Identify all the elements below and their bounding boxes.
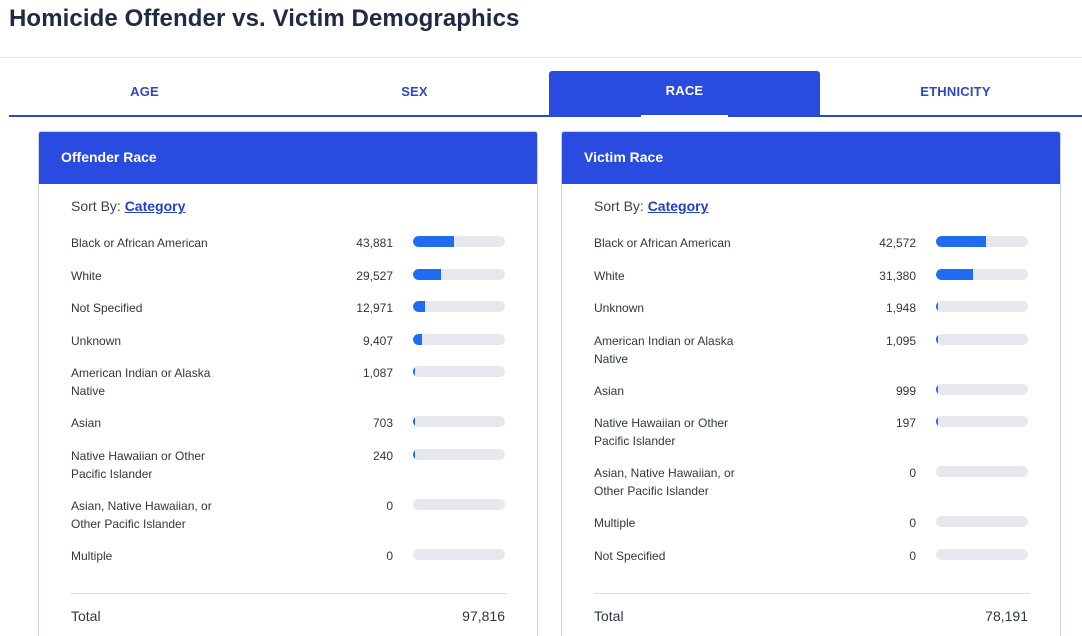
sort-label: Sort By:: [71, 198, 121, 214]
category-label: White: [71, 268, 102, 283]
share-bar-fill: [413, 333, 422, 345]
category-label: Asian, Native Hawaiian, or Other Pacific…: [71, 498, 212, 531]
total-divider: [594, 593, 1030, 594]
tab-race[interactable]: RACE: [549, 71, 820, 115]
category-label: Multiple: [594, 516, 636, 530]
share-bar: [936, 516, 1028, 527]
category-label: Asian: [71, 416, 102, 430]
category-label: Multiple: [71, 548, 113, 563]
share-bar-fill: [936, 333, 938, 345]
category-label: American Indian or Alaska Native: [594, 333, 734, 366]
category-label: Asian, Native Hawaiian, or Other Pacific…: [594, 466, 735, 498]
category-count: 0: [909, 548, 916, 563]
total-divider: [71, 593, 507, 594]
total-label: Total: [71, 608, 101, 624]
share-bar: [413, 268, 505, 280]
category-count: 1,948: [885, 301, 916, 315]
category-count: 999: [895, 383, 916, 398]
category-count: 42,572: [879, 236, 916, 250]
category-count: 0: [909, 516, 916, 530]
tab-ethnicity[interactable]: ETHNICITY: [920, 84, 991, 99]
category-label: Unknown: [594, 301, 645, 315]
tab-age[interactable]: AGE: [130, 84, 159, 99]
share-bar-fill: [413, 366, 415, 377]
share-bar: [936, 416, 1028, 427]
share-bar-fill: [936, 301, 938, 312]
category-label: Asian: [594, 383, 625, 398]
share-bar: [936, 333, 1028, 345]
share-bar: [936, 301, 1028, 312]
category-label: Native Hawaiian or Other Pacific Islande…: [594, 416, 729, 448]
active-tab-indicator: [641, 115, 728, 117]
category-label: White: [594, 268, 625, 283]
share-bar: [413, 448, 505, 460]
category-count: 12,971: [356, 301, 393, 315]
tab-underline: [9, 115, 1082, 117]
tab-sex[interactable]: SEX: [401, 84, 428, 99]
share-bar: [936, 268, 1028, 280]
category-count: 0: [909, 466, 916, 480]
category-count: 197: [895, 416, 916, 430]
category-count: 1,095: [885, 333, 916, 348]
tab-bar: AGE SEX RACE ETHNICITY: [9, 71, 1082, 117]
category-count: 240: [372, 448, 393, 463]
share-bar: [413, 366, 505, 377]
sort-category-link[interactable]: Category: [124, 198, 186, 214]
sort-label: Sort By:: [594, 198, 644, 214]
share-bar-fill: [413, 301, 425, 312]
share-bar: [413, 236, 505, 247]
victim-race-card: Victim Race Sort By: Category Black or A…: [561, 131, 1061, 636]
sort-control: Sort By: Category: [594, 198, 708, 214]
share-bar: [936, 236, 1028, 247]
card-title: Victim Race: [562, 132, 1060, 184]
page-title: Homicide Offender vs. Victim Demographic…: [9, 5, 520, 32]
offender-race-card: Offender Race Sort By: Category Black or…: [38, 131, 538, 636]
category-count: 31,380: [879, 268, 916, 283]
share-bar: [936, 383, 1028, 395]
sort-control: Sort By: Category: [71, 198, 185, 214]
category-count: 43,881: [356, 236, 393, 250]
category-label: American Indian or Alaska Native: [71, 366, 211, 398]
share-bar-fill: [936, 268, 973, 280]
card-title: Offender Race: [39, 132, 537, 184]
category-count: 703: [372, 416, 393, 430]
share-bar: [936, 548, 1028, 560]
share-bar-fill: [936, 383, 938, 395]
share-bar: [413, 333, 505, 345]
category-count: 1,087: [362, 366, 393, 380]
category-count: 0: [386, 548, 393, 563]
category-label: Black or African American: [594, 236, 731, 250]
total-label: Total: [594, 608, 624, 624]
category-label: Not Specified: [71, 301, 143, 315]
share-bar-fill: [413, 268, 441, 280]
share-bar-fill: [413, 448, 415, 460]
share-bar: [413, 416, 505, 427]
title-divider: [0, 57, 1082, 58]
total-value: 97,816: [462, 608, 505, 624]
share-bar-fill: [413, 236, 454, 247]
share-bar-fill: [936, 236, 986, 247]
share-bar: [936, 466, 1028, 477]
category-count: 29,527: [356, 268, 393, 283]
share-bar: [413, 548, 505, 560]
share-bar-fill: [413, 416, 415, 427]
share-bar: [413, 498, 505, 510]
total-value: 78,191: [985, 608, 1028, 624]
category-count: 9,407: [362, 333, 393, 348]
sort-category-link[interactable]: Category: [647, 198, 709, 214]
category-count: 0: [386, 498, 393, 513]
category-label: Not Specified: [594, 548, 666, 563]
category-label: Black or African American: [71, 236, 208, 250]
category-label: Unknown: [71, 333, 122, 348]
category-label: Native Hawaiian or Other Pacific Islande…: [71, 448, 206, 481]
share-bar-fill: [936, 416, 938, 427]
share-bar: [413, 301, 505, 312]
